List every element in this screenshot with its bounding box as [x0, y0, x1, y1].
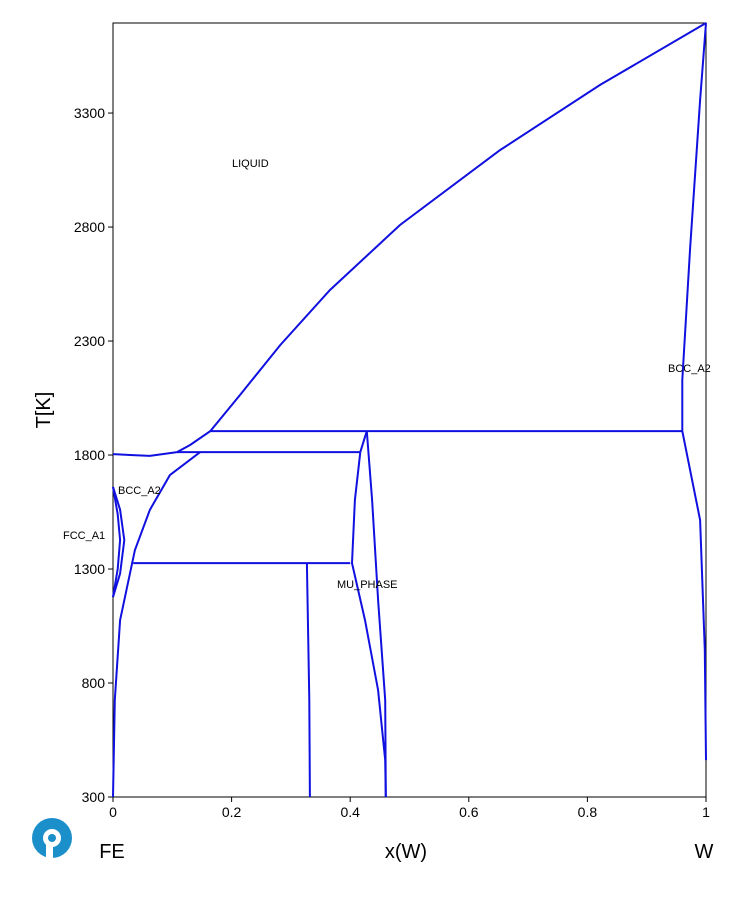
x-tick-label: 0.2 [222, 804, 242, 820]
x-tick-label: 0.4 [340, 804, 360, 820]
phase-label: BCC_A2 [668, 363, 711, 375]
x-tick-label: 0 [109, 804, 117, 820]
phase-boundary [112, 451, 201, 798]
element-label: W [695, 841, 714, 863]
phase-label: MU_PHASE [337, 579, 398, 591]
plot-frame [112, 22, 707, 798]
y-tick-label: 800 [82, 675, 106, 691]
x-tick-label: 0.6 [459, 804, 479, 820]
y-tick-label: 2300 [74, 333, 105, 349]
phase-label: FCC_A1 [63, 530, 105, 542]
x-tick-label: 1 [702, 804, 710, 820]
phase-boundary [305, 563, 311, 798]
phase-label: BCC_A2 [118, 485, 161, 497]
x-axis-label: x(W) [385, 841, 427, 863]
phase-boundary [365, 431, 387, 798]
element-label: FE [99, 841, 125, 863]
phase-label: LIQUID [232, 158, 269, 170]
y-tick-label: 300 [82, 789, 106, 805]
y-axis-label: T[K] [33, 392, 55, 429]
y-tick-label: 1800 [74, 447, 105, 463]
x-tick-label: 0.8 [578, 804, 598, 820]
phase-boundary [359, 430, 368, 453]
phase-boundary [112, 486, 126, 598]
y-tick-label: 2800 [74, 219, 105, 235]
phase-boundary [112, 22, 707, 457]
phase-boundary [681, 22, 707, 761]
logo [32, 818, 72, 858]
y-tick-label: 3300 [74, 105, 105, 121]
y-tick-label: 1300 [74, 561, 105, 577]
phase-boundary [112, 486, 122, 598]
